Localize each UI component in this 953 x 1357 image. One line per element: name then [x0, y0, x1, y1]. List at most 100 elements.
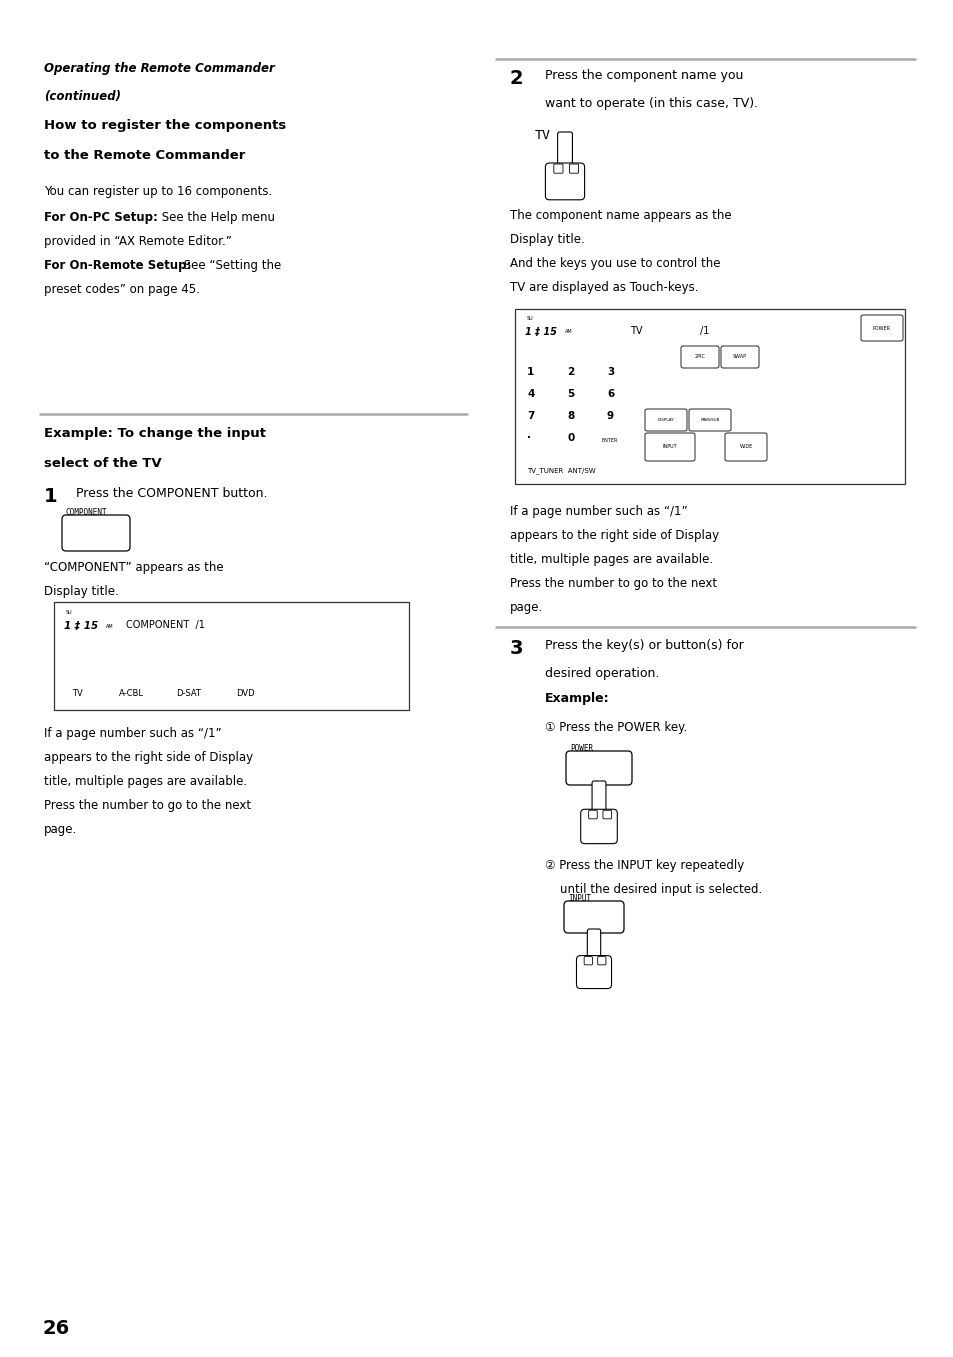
Text: INPUT: INPUT: [662, 445, 677, 449]
Text: INPUT: INPUT: [567, 894, 591, 902]
Text: 2: 2: [566, 366, 574, 377]
Text: 2: 2: [510, 69, 523, 88]
Text: SU: SU: [66, 611, 72, 615]
Text: Example:: Example:: [544, 692, 609, 706]
Text: (continued): (continued): [44, 90, 121, 103]
Text: /1: /1: [700, 326, 709, 337]
FancyBboxPatch shape: [720, 346, 759, 368]
Text: title, multiple pages are available.: title, multiple pages are available.: [510, 554, 713, 566]
Text: COMPONENT  /1: COMPONENT /1: [126, 620, 205, 630]
Text: D-SAT: D-SAT: [175, 689, 201, 697]
Text: ·: ·: [526, 433, 531, 442]
Text: Press the key(s) or button(s) for: Press the key(s) or button(s) for: [544, 639, 743, 651]
Text: WIDE: WIDE: [739, 445, 752, 449]
FancyBboxPatch shape: [588, 810, 597, 818]
Text: AM: AM: [106, 624, 113, 630]
FancyBboxPatch shape: [583, 957, 592, 965]
Text: page.: page.: [510, 601, 542, 613]
Text: 1: 1: [44, 487, 57, 506]
Text: TV: TV: [629, 326, 641, 337]
Text: Press the number to go to the next: Press the number to go to the next: [510, 577, 717, 590]
FancyBboxPatch shape: [557, 132, 572, 170]
Text: If a page number such as “/1”: If a page number such as “/1”: [44, 727, 221, 740]
FancyBboxPatch shape: [580, 809, 617, 844]
Text: 5: 5: [566, 389, 574, 399]
Text: TV: TV: [535, 129, 551, 142]
Text: See the Help menu: See the Help menu: [158, 210, 274, 224]
Text: page.: page.: [44, 822, 77, 836]
Text: POWER: POWER: [872, 326, 890, 331]
Text: DVD: DVD: [235, 689, 254, 697]
Text: Press the COMPONENT button.: Press the COMPONENT button.: [76, 487, 267, 499]
FancyBboxPatch shape: [565, 750, 631, 784]
Text: 2PIC: 2PIC: [694, 354, 704, 360]
Text: ① Press the POWER key.: ① Press the POWER key.: [544, 721, 686, 734]
FancyBboxPatch shape: [644, 433, 695, 461]
Text: SU: SU: [526, 316, 533, 322]
Text: How to register the components: How to register the components: [44, 119, 286, 132]
FancyBboxPatch shape: [680, 346, 719, 368]
Text: 7: 7: [526, 411, 534, 421]
Text: TV are displayed as Touch-keys.: TV are displayed as Touch-keys.: [510, 281, 698, 294]
Text: AM: AM: [564, 328, 572, 334]
FancyBboxPatch shape: [724, 433, 766, 461]
Text: 4: 4: [526, 389, 534, 399]
Text: 3: 3: [510, 639, 523, 658]
Text: Press the component name you: Press the component name you: [544, 69, 742, 81]
Bar: [515, 309, 904, 484]
Text: desired operation.: desired operation.: [544, 668, 659, 680]
Text: 8: 8: [566, 411, 574, 421]
Text: want to operate (in this case, TV).: want to operate (in this case, TV).: [544, 96, 758, 110]
Text: SWAP: SWAP: [732, 354, 746, 360]
Text: Press the number to go to the next: Press the number to go to the next: [44, 799, 251, 811]
Text: until the desired input is selected.: until the desired input is selected.: [559, 883, 761, 896]
Text: 1: 1: [526, 366, 534, 377]
Text: select of the TV: select of the TV: [44, 457, 161, 470]
Text: MAIN/SUB: MAIN/SUB: [700, 418, 719, 422]
FancyBboxPatch shape: [576, 955, 611, 988]
Bar: [54, 603, 409, 710]
FancyBboxPatch shape: [602, 810, 611, 818]
Text: ② Press the INPUT key repeatedly: ② Press the INPUT key repeatedly: [544, 859, 743, 873]
Text: 26: 26: [42, 1319, 70, 1338]
Text: Display title.: Display title.: [44, 585, 118, 598]
Text: Example: To change the input: Example: To change the input: [44, 427, 266, 440]
Text: For On-PC Setup:: For On-PC Setup:: [44, 210, 157, 224]
Text: title, multiple pages are available.: title, multiple pages are available.: [44, 775, 247, 788]
FancyBboxPatch shape: [569, 164, 578, 174]
Text: preset codes” on page 45.: preset codes” on page 45.: [44, 284, 200, 296]
Text: And the keys you use to control the: And the keys you use to control the: [510, 256, 720, 270]
FancyBboxPatch shape: [688, 408, 730, 432]
FancyBboxPatch shape: [554, 164, 562, 174]
Text: COMPONENT: COMPONENT: [66, 508, 108, 517]
FancyBboxPatch shape: [644, 408, 686, 432]
FancyBboxPatch shape: [62, 516, 130, 551]
Text: “COMPONENT” appears as the: “COMPONENT” appears as the: [44, 560, 223, 574]
Text: 1 ‡ 15: 1 ‡ 15: [524, 326, 557, 337]
Text: to the Remote Commander: to the Remote Commander: [44, 149, 245, 161]
Text: 6: 6: [606, 389, 614, 399]
Text: appears to the right side of Display: appears to the right side of Display: [44, 750, 253, 764]
Text: TV_TUNER  ANT/SW: TV_TUNER ANT/SW: [526, 467, 595, 474]
FancyBboxPatch shape: [587, 930, 600, 962]
FancyBboxPatch shape: [545, 163, 584, 199]
Text: See “Setting the: See “Setting the: [180, 259, 281, 271]
Text: 9: 9: [606, 411, 614, 421]
FancyBboxPatch shape: [597, 957, 605, 965]
Text: ENTER: ENTER: [601, 438, 618, 442]
Text: 0: 0: [566, 433, 574, 442]
Text: appears to the right side of Display: appears to the right side of Display: [510, 529, 719, 541]
Text: A-CBL: A-CBL: [119, 689, 144, 697]
Text: The component name appears as the: The component name appears as the: [510, 209, 731, 223]
FancyBboxPatch shape: [861, 315, 902, 341]
Text: Display title.: Display title.: [510, 233, 584, 246]
Text: You can register up to 16 components.: You can register up to 16 components.: [44, 185, 272, 198]
FancyBboxPatch shape: [563, 901, 623, 934]
FancyBboxPatch shape: [592, 782, 605, 816]
Text: POWER: POWER: [569, 744, 593, 753]
Text: If a page number such as “/1”: If a page number such as “/1”: [510, 505, 687, 518]
Text: provided in “AX Remote Editor.”: provided in “AX Remote Editor.”: [44, 235, 232, 248]
Text: DISPLAY: DISPLAY: [657, 418, 674, 422]
Text: For On-Remote Setup:: For On-Remote Setup:: [44, 259, 192, 271]
Text: TV: TV: [71, 689, 83, 697]
